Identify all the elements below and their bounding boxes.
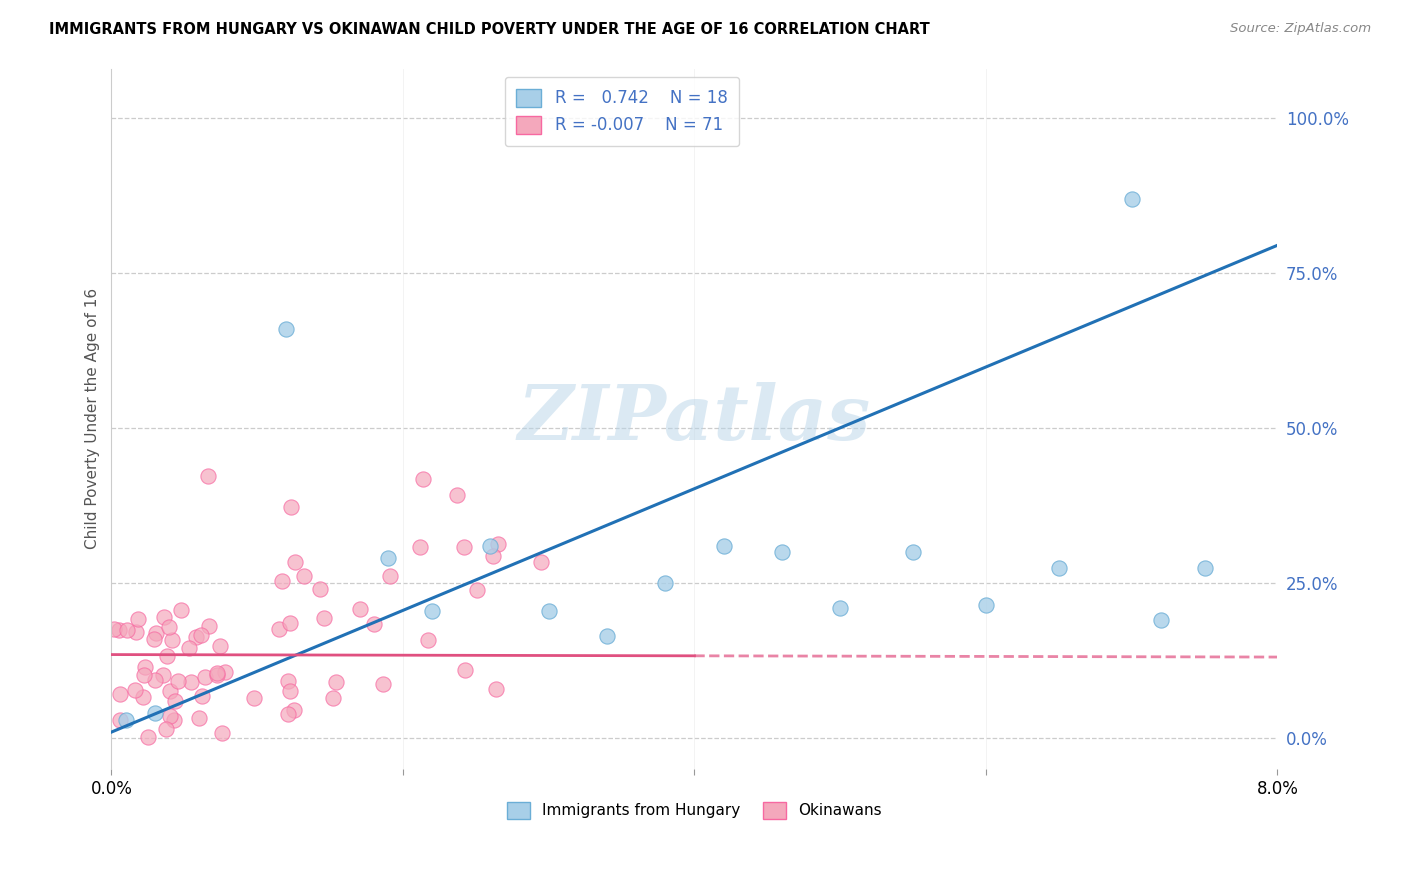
Point (143, 632, 166, 646)
Point (486, 537, 509, 551)
Point (179, 641, 201, 656)
Point (214, 665, 236, 679)
Point (143, 706, 166, 721)
Point (132, 668, 155, 682)
Point (145, 625, 167, 640)
Point (108, 623, 131, 637)
Point (110, 714, 132, 728)
Point (243, 690, 266, 705)
Point (467, 583, 489, 598)
Point (184, 630, 207, 644)
Point (156, 649, 179, 664)
Point (187, 711, 209, 725)
Point (446, 487, 468, 501)
Text: Source: ZipAtlas.com: Source: ZipAtlas.com (1230, 22, 1371, 36)
Text: ZIPatlas: ZIPatlas (517, 382, 870, 456)
Point (125, 625, 148, 640)
Point (713, 539, 735, 553)
Point (974, 598, 997, 612)
Point (479, 539, 502, 553)
Point (108, 687, 131, 701)
Point (377, 551, 399, 566)
Point (309, 582, 332, 596)
Point (363, 616, 385, 631)
Point (143, 673, 166, 687)
Point (292, 569, 315, 583)
Point (453, 540, 475, 554)
Point (124, 682, 146, 697)
Point (284, 555, 307, 569)
Point (115, 623, 138, 637)
Point (420, 604, 443, 618)
Point (378, 569, 401, 583)
Point (278, 684, 301, 698)
Legend: Immigrants from Hungary, Okinawans: Immigrants from Hungary, Okinawans (501, 796, 889, 825)
Point (115, 713, 138, 727)
Y-axis label: Child Poverty Under the Age of 16: Child Poverty Under the Age of 16 (86, 288, 100, 549)
Point (454, 664, 477, 678)
Point (208, 639, 231, 653)
Point (103, 622, 125, 636)
Point (1194, 560, 1216, 574)
Point (830, 601, 852, 615)
Point (901, 545, 924, 559)
Point (190, 627, 212, 641)
Point (134, 660, 156, 674)
Point (277, 707, 299, 722)
Point (276, 322, 298, 336)
Point (127, 612, 149, 626)
Point (132, 690, 155, 705)
Point (194, 670, 217, 684)
Point (152, 668, 174, 682)
Point (207, 668, 229, 682)
Point (191, 689, 214, 703)
Point (312, 611, 335, 625)
Point (530, 555, 553, 569)
Point (482, 549, 505, 564)
Point (167, 673, 190, 688)
Point (277, 674, 299, 689)
Point (278, 616, 301, 631)
Point (197, 468, 219, 483)
Point (198, 619, 221, 633)
Point (207, 666, 229, 681)
Point (153, 610, 176, 624)
Point (484, 682, 506, 697)
Point (180, 674, 202, 689)
Point (654, 576, 676, 591)
Point (412, 473, 434, 487)
Point (371, 677, 394, 691)
Point (325, 675, 347, 690)
Point (271, 574, 294, 588)
Text: IMMIGRANTS FROM HUNGARY VS OKINAWAN CHILD POVERTY UNDER THE AGE OF 16 CORRELATIO: IMMIGRANTS FROM HUNGARY VS OKINAWAN CHIL… (49, 22, 929, 37)
Point (1121, 192, 1143, 206)
Point (537, 604, 560, 618)
Point (136, 731, 159, 745)
Point (163, 713, 186, 727)
Point (1047, 560, 1070, 574)
Point (159, 684, 181, 698)
Point (269, 622, 291, 636)
Point (1150, 614, 1173, 628)
Point (283, 703, 305, 717)
Point (409, 541, 432, 555)
Point (159, 708, 181, 723)
Point (596, 629, 619, 643)
Point (349, 602, 371, 616)
Point (770, 545, 793, 559)
Point (416, 633, 439, 648)
Point (170, 603, 193, 617)
Point (322, 691, 344, 706)
Point (162, 633, 184, 648)
Point (280, 500, 302, 514)
Point (165, 693, 187, 707)
Point (155, 722, 177, 736)
Point (211, 725, 233, 739)
Point (157, 620, 180, 634)
